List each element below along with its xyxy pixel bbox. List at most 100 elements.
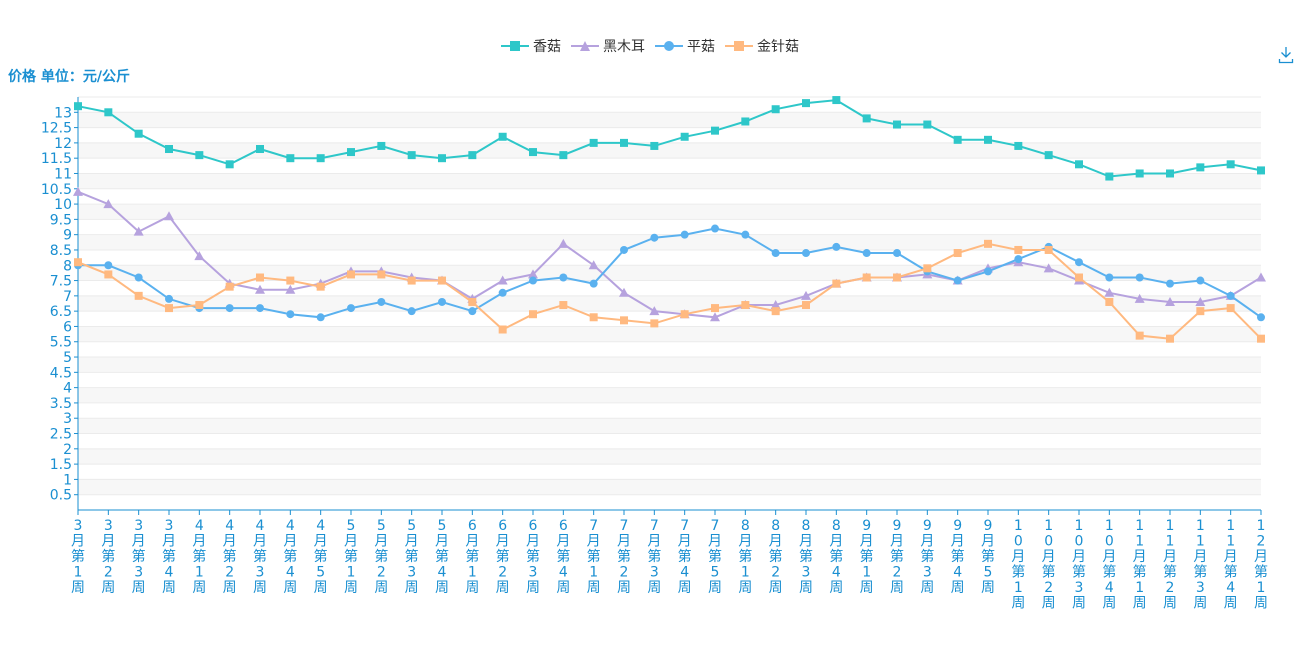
x-tick-label: 5 月第 1 周 xyxy=(344,518,358,596)
x-tick-label: 5 月第 2 周 xyxy=(374,518,388,596)
data-point xyxy=(832,96,841,105)
data-point xyxy=(558,238,569,248)
data-point xyxy=(74,102,82,111)
data-point xyxy=(1165,296,1175,306)
y-tick-label: 12.5 xyxy=(41,121,72,137)
data-point xyxy=(316,282,325,291)
data-point xyxy=(498,132,507,141)
data-point xyxy=(225,304,234,313)
data-point xyxy=(316,154,325,163)
data-point xyxy=(1105,172,1114,181)
data-point xyxy=(256,145,264,154)
y-axis-label: 价格 单位：元/公斤 xyxy=(8,69,130,85)
legend-label: 金针菇 xyxy=(757,39,799,55)
data-point xyxy=(770,300,781,310)
data-point xyxy=(133,226,144,236)
series-3 xyxy=(74,239,1265,343)
x-tick-label: 4 月第 1 周 xyxy=(192,518,206,596)
data-point xyxy=(984,135,992,144)
data-point xyxy=(620,316,628,325)
y-tick-label: 4.5 xyxy=(50,365,72,381)
x-tick-label: 9 月第 1 周 xyxy=(860,518,874,596)
data-point xyxy=(377,297,386,306)
data-point xyxy=(1135,169,1144,178)
square-marker-icon xyxy=(734,41,744,51)
x-tick-label: 3 月第 4 周 xyxy=(162,518,176,596)
data-point xyxy=(1257,166,1265,175)
x-tick-label: 5 月第 3 周 xyxy=(405,518,419,596)
legend-label: 平菇 xyxy=(687,39,715,55)
data-point xyxy=(498,288,507,297)
series-line xyxy=(77,190,1262,319)
data-point xyxy=(619,287,629,297)
data-point xyxy=(377,270,386,279)
data-point xyxy=(225,282,234,291)
y-tick-label: 0.5 xyxy=(50,488,72,504)
legend-label: 黑木耳 xyxy=(603,39,645,55)
data-point xyxy=(316,313,325,322)
download-icon[interactable] xyxy=(1278,46,1294,64)
data-point xyxy=(286,310,295,319)
y-tick-label: 10.5 xyxy=(41,182,72,198)
data-point xyxy=(650,319,659,328)
x-tick-label: 6 月第 4 周 xyxy=(556,518,570,596)
data-point xyxy=(165,145,173,154)
data-point xyxy=(134,291,143,300)
x-tick-label: 8 月第 2 周 xyxy=(769,518,783,596)
data-point xyxy=(589,279,598,288)
data-point xyxy=(1105,297,1114,306)
y-tick-label: 5.5 xyxy=(50,335,72,351)
data-point xyxy=(286,154,295,163)
data-point xyxy=(1014,245,1023,254)
data-point xyxy=(802,301,810,310)
x-tick-label: 7 月第 1 周 xyxy=(587,518,601,596)
legend-item[interactable]: 黑木耳 xyxy=(571,36,645,56)
data-point xyxy=(588,260,599,270)
series-line xyxy=(77,242,1262,340)
y-tick-label: 8.5 xyxy=(50,243,72,259)
x-tick-label: 3 月第 3 周 xyxy=(132,518,146,596)
x-tick-label: 7 月第 5 周 xyxy=(708,518,722,596)
legend-item[interactable]: 平菇 xyxy=(655,36,715,56)
data-point xyxy=(680,310,689,319)
data-point xyxy=(407,276,416,285)
data-point xyxy=(73,186,83,196)
legend-item[interactable]: 金针菇 xyxy=(725,36,799,56)
grid-band xyxy=(78,357,1261,373)
data-point xyxy=(438,276,446,285)
x-tick-label: 9 月第 2 周 xyxy=(890,518,904,596)
x-tick-label: 1 0 月第 4 周 xyxy=(1102,518,1116,612)
x-tick-label: 8 月第 3 周 xyxy=(799,518,813,596)
x-tick-label: 1 1 月第 4 周 xyxy=(1224,518,1238,612)
legend-item[interactable]: 香菇 xyxy=(501,36,561,56)
data-point xyxy=(377,141,386,150)
data-point xyxy=(497,275,508,285)
data-point xyxy=(802,249,810,258)
data-point xyxy=(710,312,720,322)
data-point xyxy=(104,270,113,279)
x-tick-label: 1 0 月第 2 周 xyxy=(1042,518,1056,612)
series-2 xyxy=(74,224,1265,322)
data-point xyxy=(256,273,264,282)
data-point xyxy=(771,105,780,114)
data-point xyxy=(711,126,719,135)
data-point xyxy=(164,211,174,221)
data-point xyxy=(529,276,537,285)
grid-band xyxy=(78,326,1261,342)
data-point xyxy=(285,284,296,294)
y-tick-label: 13 xyxy=(54,105,72,121)
data-point xyxy=(589,313,598,322)
grid-band xyxy=(78,204,1261,220)
data-point xyxy=(832,279,841,288)
x-tick-label: 8 月第 1 周 xyxy=(738,518,752,596)
data-point xyxy=(620,245,628,254)
data-point xyxy=(407,151,416,160)
data-point xyxy=(1166,169,1174,178)
x-tick-label: 6 月第 3 周 xyxy=(526,518,540,596)
triangle-marker-icon xyxy=(580,41,590,51)
x-tick-label: 8 月第 4 周 xyxy=(829,518,843,596)
x-tick-label: 7 月第 3 周 xyxy=(647,518,661,596)
y-tick-label: 10 xyxy=(54,197,72,213)
data-point xyxy=(1195,296,1206,306)
